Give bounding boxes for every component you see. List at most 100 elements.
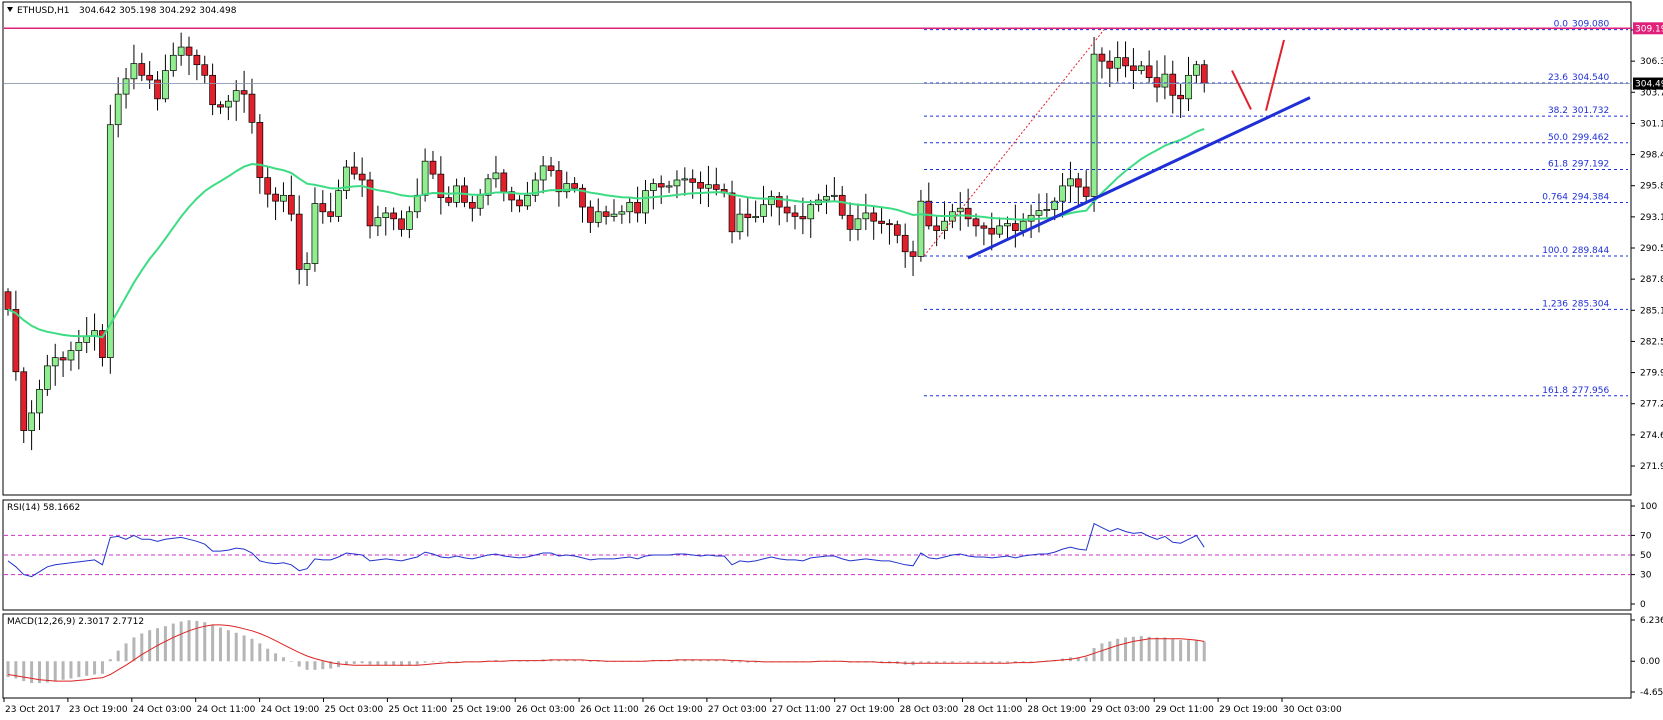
bear-candle[interactable] bbox=[366, 179, 374, 227]
bull-candle[interactable] bbox=[476, 194, 484, 209]
macd-signal-line[interactable] bbox=[7, 624, 1205, 682]
bear-candle[interactable] bbox=[508, 191, 516, 201]
bear-candle[interactable] bbox=[264, 177, 272, 195]
bear-candle[interactable] bbox=[972, 218, 980, 227]
bear-candle[interactable] bbox=[20, 371, 28, 431]
bull-candle[interactable] bbox=[36, 389, 43, 414]
bear-candle[interactable] bbox=[272, 193, 279, 202]
bear-candle[interactable] bbox=[437, 173, 445, 198]
bull-candle[interactable] bbox=[830, 194, 838, 197]
bear-candle[interactable] bbox=[634, 202, 641, 214]
bear-candle[interactable] bbox=[1177, 94, 1184, 100]
bear-candle[interactable] bbox=[909, 251, 917, 257]
bull-candle[interactable] bbox=[1004, 223, 1011, 227]
bull-candle[interactable] bbox=[51, 357, 59, 367]
bull-candle[interactable] bbox=[1067, 178, 1074, 187]
bear-candle[interactable] bbox=[1082, 186, 1090, 197]
bear-candle[interactable] bbox=[146, 74, 154, 81]
bull-candle[interactable] bbox=[618, 211, 626, 215]
bear-candle[interactable] bbox=[154, 79, 161, 100]
bull-candle[interactable] bbox=[421, 160, 429, 196]
bull-candle[interactable] bbox=[956, 207, 964, 213]
bull-candle[interactable] bbox=[232, 90, 240, 102]
bear-candle[interactable] bbox=[59, 357, 67, 361]
bear-candle[interactable] bbox=[201, 64, 209, 76]
bull-candle[interactable] bbox=[169, 54, 177, 71]
bull-candle[interactable] bbox=[130, 63, 138, 80]
bear-candle[interactable] bbox=[1153, 77, 1161, 88]
bear-candle[interactable] bbox=[1130, 65, 1137, 71]
bear-candle[interactable] bbox=[775, 196, 783, 208]
bear-candle[interactable] bbox=[728, 192, 736, 233]
bull-candle[interactable] bbox=[768, 196, 775, 206]
bull-candle[interactable] bbox=[807, 204, 815, 220]
bear-candle[interactable] bbox=[602, 211, 610, 217]
bull-candle[interactable] bbox=[343, 166, 350, 191]
bear-candle[interactable] bbox=[99, 330, 106, 358]
bull-candle[interactable] bbox=[43, 365, 51, 390]
bear-candle[interactable] bbox=[1098, 53, 1106, 62]
bull-candle[interactable] bbox=[594, 211, 602, 223]
bull-candle[interactable] bbox=[1043, 209, 1051, 211]
bull-candle[interactable] bbox=[492, 172, 500, 180]
bear-candle[interactable] bbox=[744, 213, 752, 218]
bull-candle[interactable] bbox=[760, 204, 767, 217]
bear-candle[interactable] bbox=[893, 224, 901, 236]
bear-candle[interactable] bbox=[579, 187, 586, 208]
bear-candle[interactable] bbox=[547, 165, 555, 171]
bull-candle[interactable] bbox=[335, 190, 342, 217]
bull-candle[interactable] bbox=[28, 412, 35, 431]
bull-candle[interactable] bbox=[854, 218, 862, 230]
bull-candle[interactable] bbox=[539, 165, 547, 181]
bull-candle[interactable] bbox=[1193, 64, 1200, 76]
bear-candle[interactable] bbox=[689, 178, 697, 183]
bear-candle[interactable] bbox=[240, 90, 248, 95]
bull-candle[interactable] bbox=[382, 212, 390, 218]
bear-candle[interactable] bbox=[980, 225, 988, 229]
bear-candle[interactable] bbox=[878, 220, 885, 224]
bear-candle[interactable] bbox=[1106, 60, 1114, 69]
bear-candle[interactable] bbox=[697, 182, 704, 189]
bear-candle[interactable] bbox=[398, 218, 405, 230]
bear-candle[interactable] bbox=[295, 213, 303, 270]
bull-candle[interactable] bbox=[75, 342, 83, 351]
bull-candle[interactable] bbox=[642, 190, 649, 214]
bear-candle[interactable] bbox=[138, 63, 146, 76]
bear-candle[interactable] bbox=[964, 207, 972, 220]
bull-candle[interactable] bbox=[649, 183, 657, 191]
bear-candle[interactable] bbox=[712, 184, 720, 190]
bear-candle[interactable] bbox=[1200, 64, 1208, 84]
bull-candle[interactable] bbox=[736, 213, 744, 233]
bull-candle[interactable] bbox=[823, 196, 830, 201]
bull-candle[interactable] bbox=[406, 211, 413, 230]
bull-candle[interactable] bbox=[374, 217, 382, 227]
bull-candle[interactable] bbox=[413, 194, 421, 213]
bear-candle[interactable] bbox=[1145, 65, 1153, 78]
macd-panel[interactable] bbox=[2, 613, 1632, 699]
bull-candle[interactable] bbox=[67, 350, 75, 361]
bull-candle[interactable] bbox=[705, 184, 712, 189]
bull-candle[interactable] bbox=[1185, 74, 1192, 100]
bull-candle[interactable] bbox=[225, 100, 232, 108]
bear-candle[interactable] bbox=[555, 170, 563, 193]
bear-candle[interactable] bbox=[988, 227, 996, 235]
bull-candle[interactable] bbox=[83, 336, 91, 343]
rsi-line[interactable] bbox=[7, 522, 1205, 578]
bull-candle[interactable] bbox=[1114, 57, 1122, 69]
bear-candle[interactable] bbox=[799, 216, 807, 220]
bear-candle[interactable] bbox=[429, 160, 437, 175]
bear-candle[interactable] bbox=[838, 194, 846, 216]
bear-candle[interactable] bbox=[783, 206, 791, 214]
bear-candle[interactable] bbox=[319, 203, 327, 213]
bear-candle[interactable] bbox=[217, 104, 224, 108]
bear-candle[interactable] bbox=[209, 74, 216, 106]
bull-candle[interactable] bbox=[1051, 200, 1059, 210]
bull-candle[interactable] bbox=[303, 263, 311, 270]
bear-candle[interactable] bbox=[327, 211, 335, 217]
bull-candle[interactable] bbox=[114, 93, 122, 126]
bear-candle[interactable] bbox=[248, 93, 256, 123]
bear-candle[interactable] bbox=[571, 183, 578, 189]
bull-candle[interactable] bbox=[563, 183, 571, 193]
bull-candle[interactable] bbox=[1035, 210, 1043, 216]
